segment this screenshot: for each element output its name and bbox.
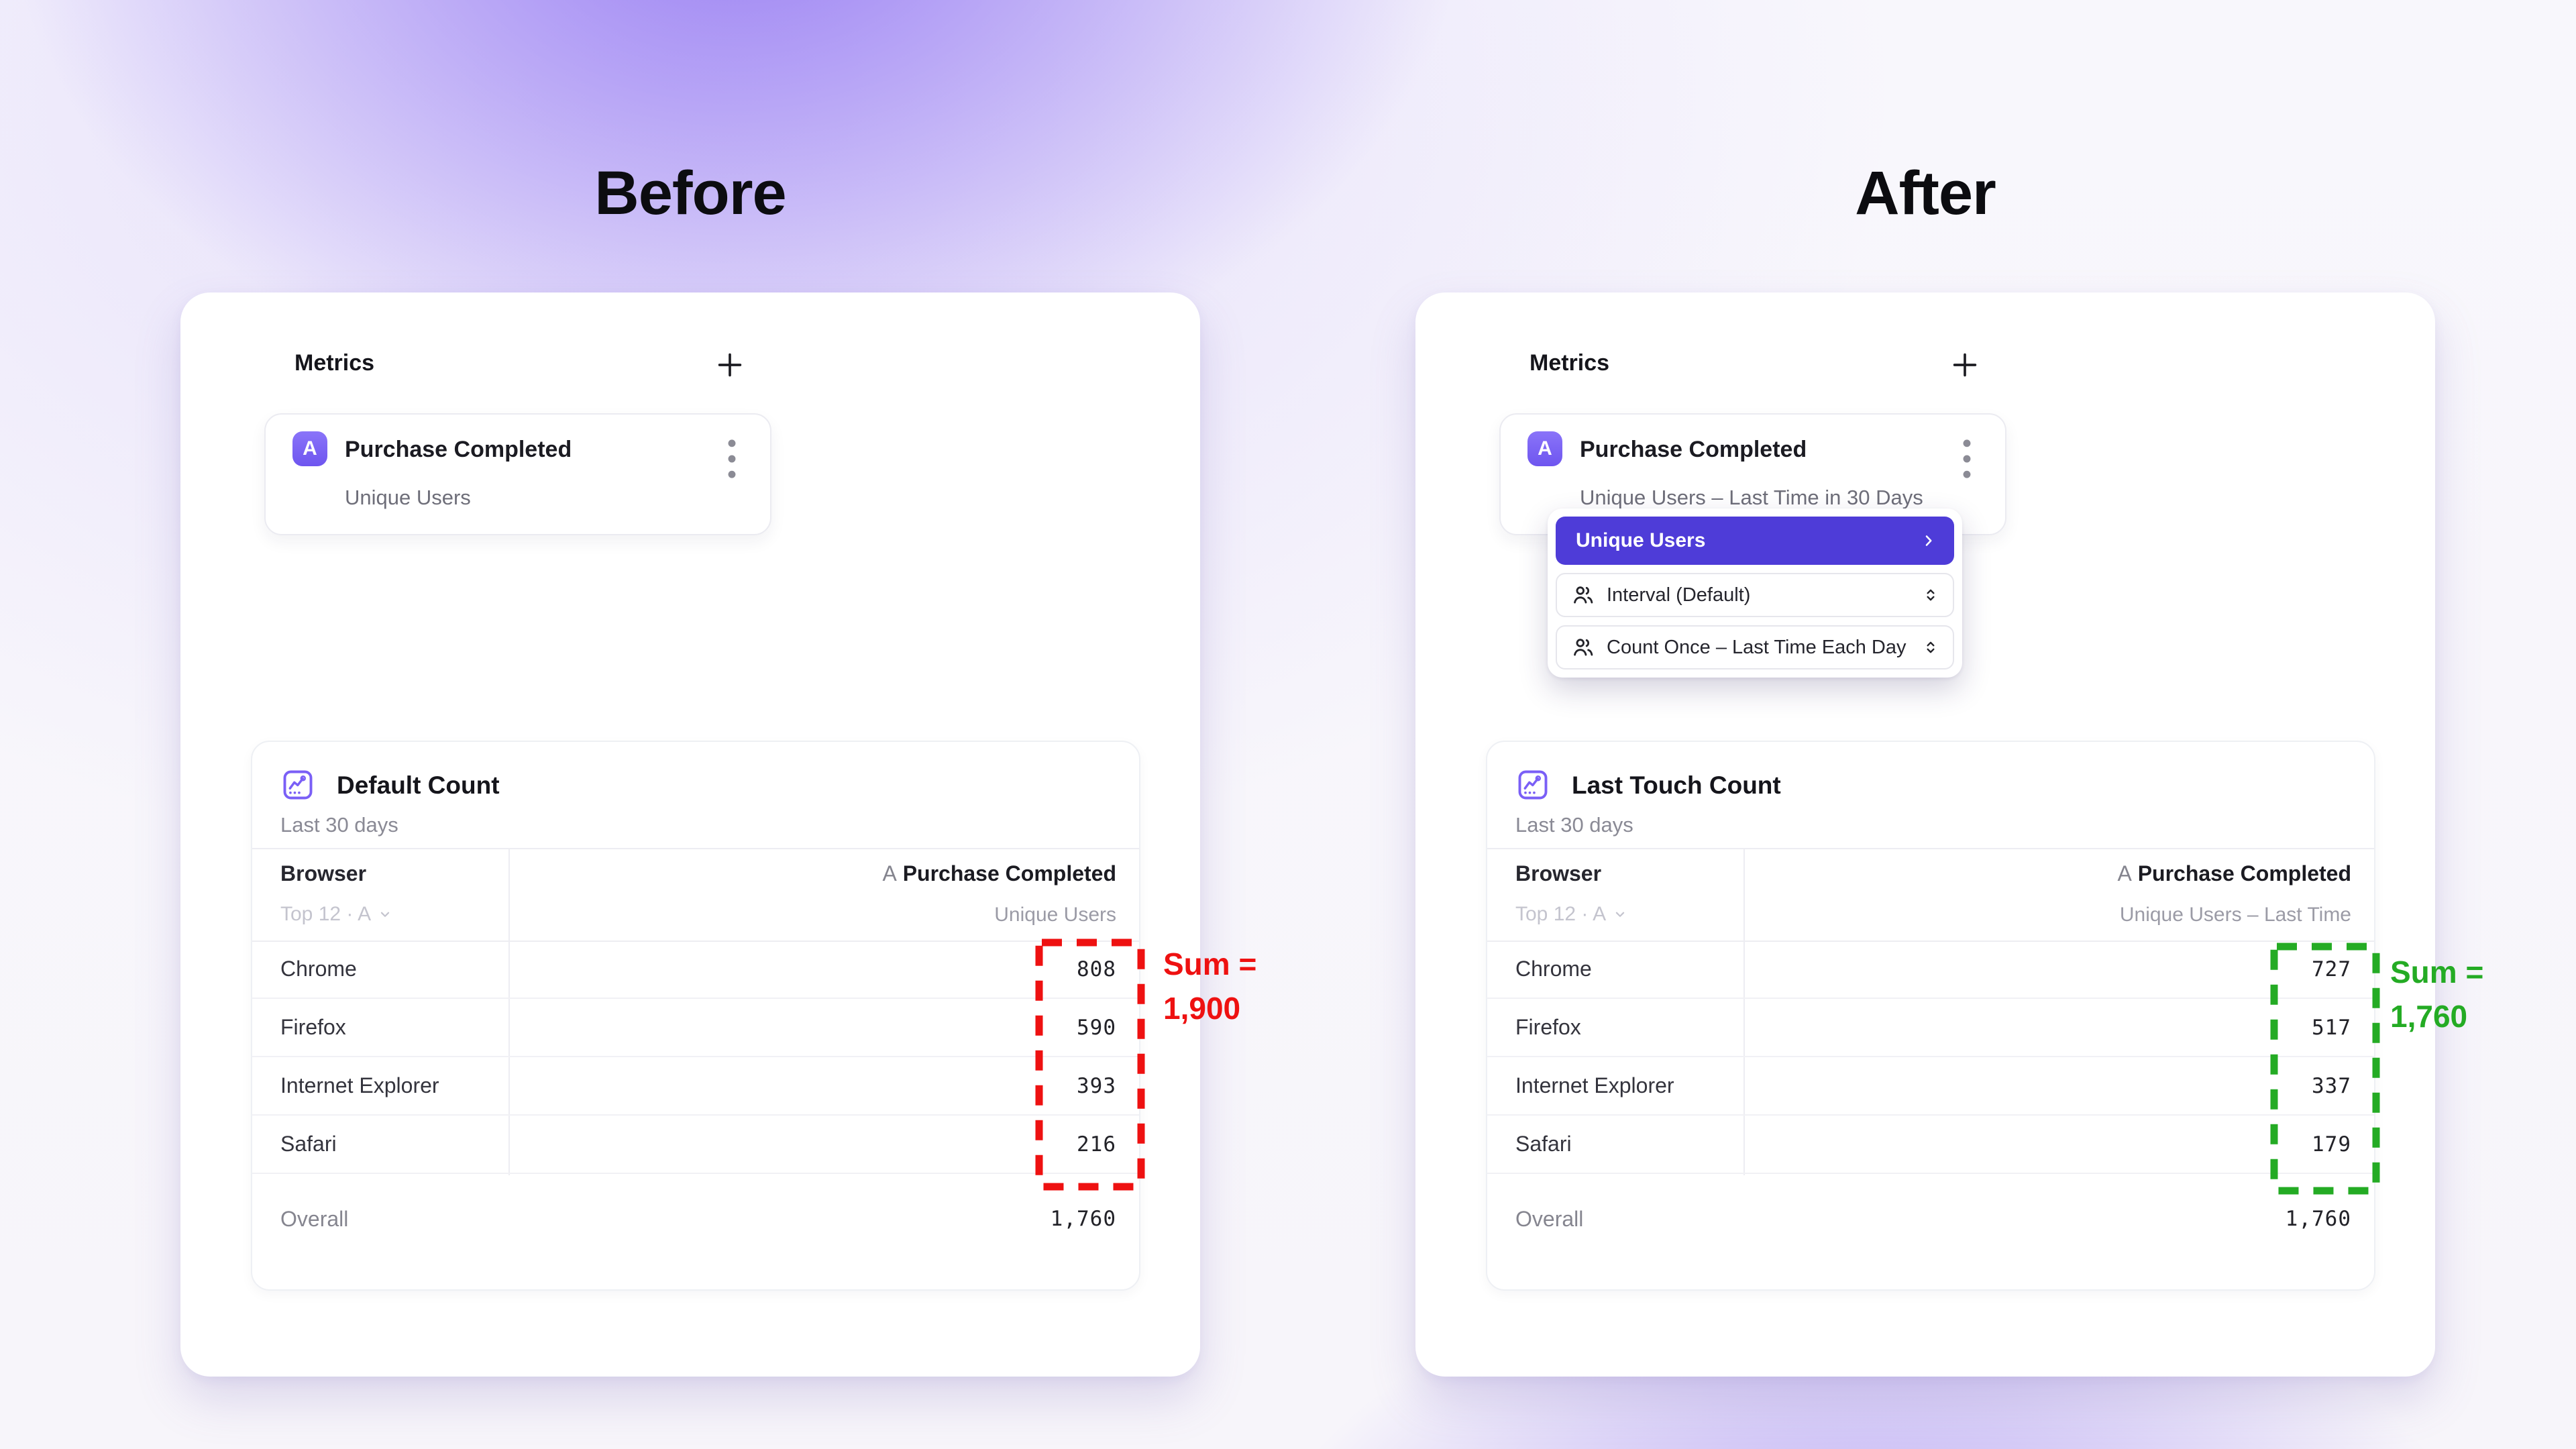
divider <box>252 941 1139 942</box>
metric-badge: A <box>1527 431 1562 466</box>
metric-title: Purchase Completed <box>345 437 572 462</box>
column-browser: Browser <box>1515 861 1602 885</box>
table-title: Last Touch Count <box>1572 771 1781 799</box>
users-icon <box>1574 639 1593 656</box>
browser-filter[interactable]: Top 12 · A <box>280 903 392 926</box>
after-title: After <box>1855 159 1996 227</box>
divider <box>252 848 1139 849</box>
highlight-box-after <box>2270 943 2380 1195</box>
breakdown-table-card: Last Touch Count Last 30 days Browser To… <box>1486 741 2375 1291</box>
column-metric: A Purchase Completed Unique Users <box>882 861 1116 926</box>
line-chart-icon <box>283 770 313 800</box>
divider <box>1487 941 2374 942</box>
table-row: Safari 179 <box>1487 1116 2374 1174</box>
table-row: Internet Explorer 393 <box>252 1057 1139 1116</box>
table-row: Safari 216 <box>252 1116 1139 1174</box>
unfold-icon <box>1927 641 1935 653</box>
table-column-header: Browser Top 12 · A A Purchase Completed … <box>252 848 1139 941</box>
dropdown-selected-unique-users[interactable]: Unique Users <box>1556 517 1954 565</box>
measured-as-dropdown: Unique Users Interval (Default) <box>1548 508 1962 678</box>
before-panel: Metrics A Purchase Completed Unique User… <box>180 292 1200 1377</box>
after-panel: Metrics A Purchase Completed Unique User… <box>1415 292 2435 1377</box>
before-title: Before <box>594 159 786 227</box>
sum-annotation-before: Sum = 1,900 <box>1163 947 1257 1026</box>
metric-subtitle: Unique Users <box>345 486 471 509</box>
breakdown-table-card: Default Count Last 30 days Browser Top 1… <box>251 741 1140 1291</box>
dropdown-option-interval[interactable]: Interval (Default) <box>1556 573 1954 617</box>
chevron-down-icon <box>1615 912 1625 917</box>
table-overall-row: Overall 1,760 <box>1515 1206 2351 1232</box>
highlight-box-before <box>1035 938 1145 1191</box>
users-icon <box>1574 586 1593 604</box>
column-metric: A Purchase Completed Unique Users – Last… <box>2117 861 2351 926</box>
table-overall-row: Overall 1,760 <box>280 1206 1116 1232</box>
metric-badge: A <box>292 431 327 466</box>
table-row: Firefox 590 <box>252 999 1139 1057</box>
metric-title: Purchase Completed <box>1580 437 1807 462</box>
table-row: Chrome 808 <box>252 941 1139 999</box>
table-row: Internet Explorer 337 <box>1487 1057 2374 1116</box>
metrics-heading: Metrics <box>294 350 375 376</box>
add-metric-button[interactable] <box>715 350 745 380</box>
sum-annotation-after: Sum = 1,760 <box>2390 955 2484 1034</box>
table-date-range: Last 30 days <box>1515 813 1633 837</box>
column-browser: Browser <box>280 861 367 885</box>
table-date-range: Last 30 days <box>280 813 398 837</box>
kebab-icon[interactable] <box>1962 439 1972 479</box>
chevron-down-icon <box>380 912 390 917</box>
unfold-icon <box>1927 589 1935 601</box>
chevron-right-icon <box>1925 535 1932 546</box>
table-column-header: Browser Top 12 · A A Purchase Completed … <box>1487 848 2374 941</box>
table-row: Chrome 727 <box>1487 941 2374 999</box>
metric-card[interactable]: A Purchase Completed Unique Users <box>264 413 771 535</box>
line-chart-icon <box>1518 770 1548 800</box>
metrics-heading: Metrics <box>1529 350 1610 376</box>
divider <box>1487 848 2374 849</box>
dropdown-option-count-once[interactable]: Count Once – Last Time Each Day <box>1556 625 1954 669</box>
table-row: Firefox 517 <box>1487 999 2374 1057</box>
table-title: Default Count <box>337 771 500 799</box>
kebab-icon[interactable] <box>727 439 737 479</box>
metric-subtitle: Unique Users – Last Time in 30 Days <box>1580 486 1923 509</box>
browser-filter[interactable]: Top 12 · A <box>1515 903 1627 926</box>
add-metric-button[interactable] <box>1950 350 1980 380</box>
divider <box>508 848 510 1175</box>
divider <box>1743 848 1745 1175</box>
